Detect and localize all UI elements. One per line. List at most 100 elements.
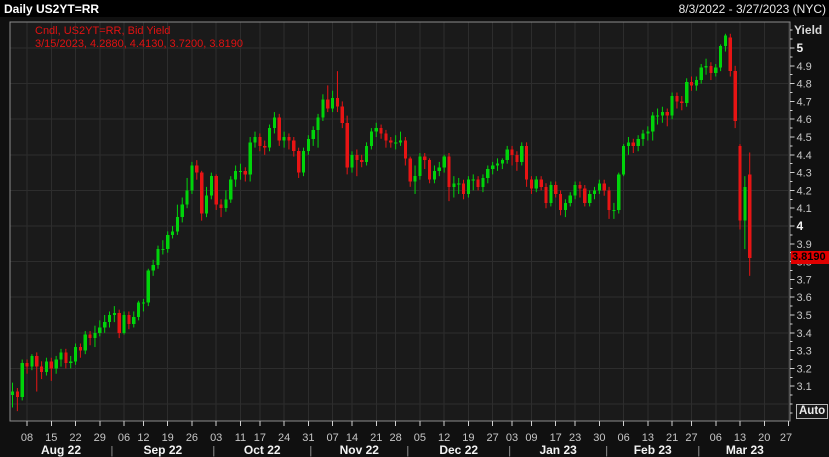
candle-down bbox=[214, 176, 218, 205]
xaxis-day-label: 19 bbox=[162, 432, 174, 444]
candle-down bbox=[340, 106, 344, 123]
xaxis-day-label: 30 bbox=[593, 432, 605, 444]
candle-up bbox=[471, 179, 475, 181]
candle-up bbox=[253, 137, 257, 143]
month-separator: | bbox=[605, 445, 608, 457]
xaxis-month-label: Mar 23 bbox=[726, 443, 764, 457]
xaxis-day-label: 24 bbox=[278, 432, 290, 444]
candle-down bbox=[355, 154, 359, 161]
xaxis-day-label: 12 bbox=[438, 432, 450, 444]
candle-down bbox=[40, 366, 44, 372]
candle-up bbox=[500, 160, 504, 164]
yaxis-tick-label: 4.5 bbox=[797, 132, 812, 144]
month-separator: | bbox=[406, 445, 409, 457]
xaxis-day-label: 31 bbox=[302, 432, 314, 444]
xaxis-day-label: 29 bbox=[94, 432, 106, 444]
candle-up bbox=[491, 165, 495, 170]
candle-down bbox=[733, 71, 737, 121]
candle-up bbox=[534, 179, 538, 189]
candle-up bbox=[272, 117, 276, 129]
candle-up bbox=[466, 179, 470, 194]
candle-up bbox=[641, 133, 645, 139]
xaxis-day-label: 23 bbox=[569, 432, 581, 444]
month-separator: | bbox=[212, 445, 215, 457]
candle-down bbox=[78, 347, 82, 351]
candle-up bbox=[418, 156, 422, 177]
candle-up bbox=[704, 65, 708, 68]
candle-down bbox=[127, 315, 131, 324]
candle-up bbox=[234, 170, 238, 180]
candle-up bbox=[437, 167, 441, 171]
candle-up bbox=[175, 217, 179, 232]
candle-up bbox=[622, 145, 626, 175]
yaxis-tick-label: 4.1 bbox=[797, 203, 812, 215]
xaxis-day-label: 11 bbox=[235, 432, 246, 444]
candle-up bbox=[694, 80, 698, 86]
candle-up bbox=[699, 67, 703, 81]
xaxis-day-label: 27 bbox=[780, 432, 792, 444]
auto-scale-button[interactable]: Auto bbox=[796, 404, 829, 419]
yaxis-tick-label: 4 bbox=[797, 219, 804, 233]
candle-down bbox=[675, 96, 679, 102]
candle-up bbox=[185, 190, 189, 205]
candle-up bbox=[166, 234, 170, 250]
candle-up bbox=[103, 322, 107, 328]
candle-up bbox=[306, 138, 310, 152]
candle-down bbox=[539, 179, 543, 187]
candle-up bbox=[685, 81, 689, 104]
candle-down bbox=[689, 81, 694, 86]
candle-up bbox=[98, 327, 102, 333]
candle-up bbox=[311, 129, 315, 139]
candle-down bbox=[525, 145, 529, 180]
candle-up bbox=[321, 99, 325, 118]
candle-up bbox=[10, 391, 15, 396]
yaxis-tick-label: 4.9 bbox=[797, 61, 812, 73]
legend-ohlc-line: 3/15/2023, 4.2880, 4.4130, 3.7200, 3.819… bbox=[35, 38, 243, 50]
xaxis-day-label: 07 bbox=[326, 432, 338, 444]
candle-up bbox=[626, 142, 631, 146]
xaxis-month-label: Dec 22 bbox=[439, 443, 478, 457]
xaxis-day-label: 27 bbox=[685, 432, 697, 444]
candle-up bbox=[229, 179, 233, 200]
xaxis-day-label: 22 bbox=[69, 432, 81, 444]
candle-up bbox=[282, 137, 286, 141]
candle-down bbox=[49, 361, 53, 369]
xaxis-day-label: 21 bbox=[370, 432, 382, 444]
candle-up bbox=[190, 165, 194, 191]
candle-down bbox=[263, 145, 267, 148]
candle-up bbox=[549, 185, 553, 203]
xaxis-day-label: 03 bbox=[210, 432, 222, 444]
candle-up bbox=[137, 302, 141, 317]
candle-up bbox=[660, 112, 664, 116]
candle-up bbox=[141, 302, 146, 304]
candle-down bbox=[558, 193, 563, 210]
candle-up bbox=[573, 185, 577, 196]
candle-up bbox=[646, 131, 650, 134]
candle-up bbox=[568, 195, 572, 203]
candle-up bbox=[398, 140, 403, 143]
candle-down bbox=[360, 160, 364, 162]
candle-up bbox=[156, 249, 160, 266]
candle-down bbox=[476, 179, 480, 187]
yaxis-tick-label: 5 bbox=[797, 41, 804, 55]
month-separator: | bbox=[110, 445, 113, 457]
plot-frame bbox=[9, 21, 791, 422]
candle-down bbox=[297, 151, 301, 173]
candle-down bbox=[583, 188, 587, 203]
xaxis-month-label: Aug 22 bbox=[41, 443, 81, 457]
candle-down bbox=[200, 172, 204, 214]
candle-up bbox=[714, 67, 718, 73]
candle-up bbox=[301, 151, 306, 173]
yaxis-tick-label: 3.6 bbox=[797, 292, 812, 304]
chart-title: Daily US2YT=RR bbox=[4, 1, 100, 16]
yaxis-tick-label: 4.7 bbox=[797, 96, 812, 108]
candle-up bbox=[617, 174, 621, 210]
candle-up bbox=[93, 332, 97, 339]
candle-down bbox=[258, 137, 262, 146]
candle-up bbox=[743, 186, 747, 221]
candle-up bbox=[267, 128, 272, 148]
candle-up bbox=[563, 202, 567, 210]
candle-down bbox=[326, 99, 330, 109]
xaxis-month-label: Jan 23 bbox=[539, 443, 577, 457]
